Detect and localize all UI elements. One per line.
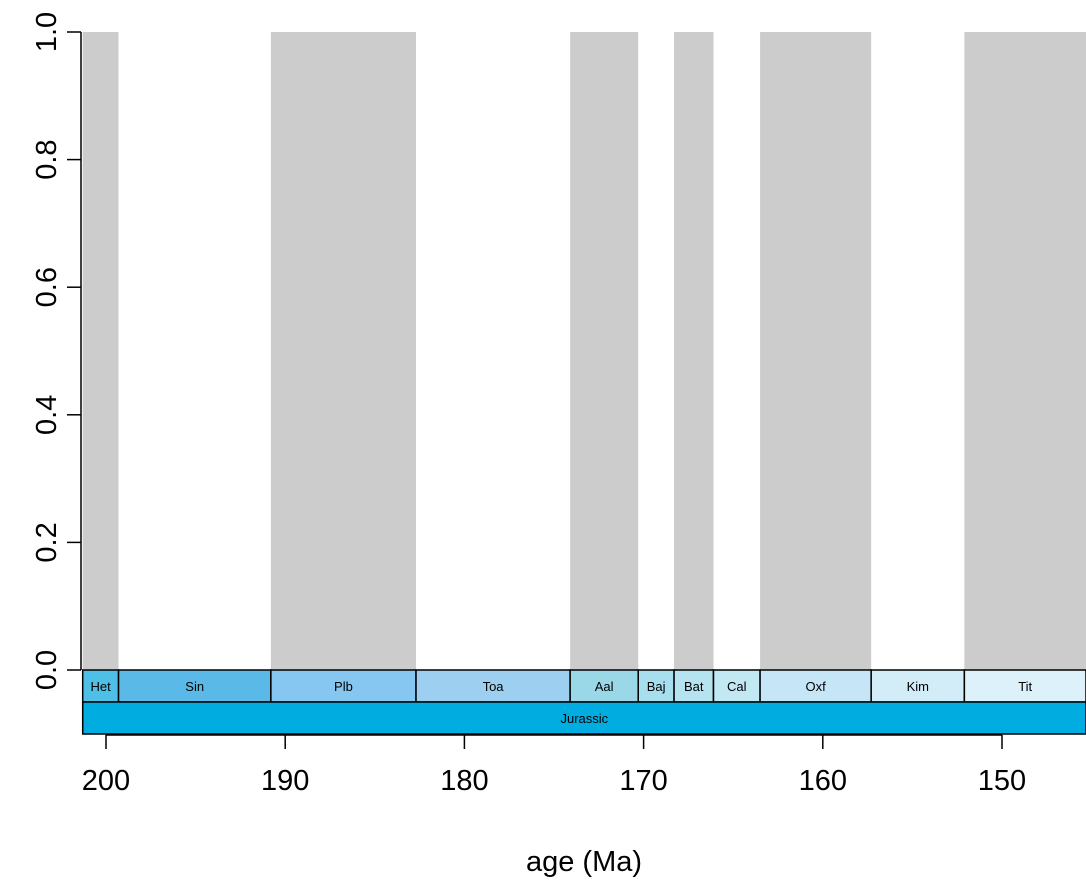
stage-label-plb: Plb <box>334 679 353 694</box>
period-label-jurassic: Jurassic <box>561 711 609 726</box>
x-tick-label-190: 190 <box>261 765 309 797</box>
shaded-interval-aal <box>570 32 639 670</box>
shaded-interval-plb <box>270 32 417 670</box>
stage-box-kim <box>870 669 966 703</box>
y-tick-label-1: 0.2 <box>31 522 63 562</box>
stage-label-toa: Toa <box>483 679 505 694</box>
x-tick-label-200: 200 <box>82 765 130 797</box>
stage-label-baj: Baj <box>647 679 666 694</box>
y-tick-label-4: 0.8 <box>31 139 63 179</box>
stage-label-sin: Sin <box>185 679 204 694</box>
period-bar: Jurassic <box>81 701 1086 735</box>
stage-box-cal <box>712 669 761 703</box>
x-tick-label-160: 160 <box>799 765 847 797</box>
period-box-jurassic <box>81 701 1086 735</box>
shaded-interval-het <box>82 32 119 670</box>
stage-label-het: Het <box>91 679 112 694</box>
stage-label-kim: Kim <box>907 679 929 694</box>
stage-label-tit: Tit <box>1018 679 1032 694</box>
shaded-interval-oxf <box>760 32 872 670</box>
x-tick-label-150: 150 <box>978 765 1026 797</box>
stage-label-aal: Aal <box>595 679 614 694</box>
x-axis-title: age (Ma) <box>526 846 642 878</box>
stage-box-sin <box>117 669 272 703</box>
y-tick-label-0: 0.0 <box>31 650 63 690</box>
stage-label-bat: Bat <box>684 679 704 694</box>
y-tick-label-2: 0.4 <box>31 395 63 435</box>
y-tick-label-5: 1.0 <box>31 12 63 52</box>
stage-label-cal: Cal <box>727 679 747 694</box>
shaded-interval-tit <box>964 32 1086 670</box>
shaded-intervals <box>82 32 1086 670</box>
shaded-interval-bat <box>674 32 714 670</box>
y-tick-label-3: 0.6 <box>31 267 63 307</box>
stage-label-oxf: Oxf <box>806 679 827 694</box>
stage-bar: Het Sin Plb Toa Aal Baj Bat Cal Oxf Kim Tit <box>81 669 1086 703</box>
x-tick-label-170: 170 <box>619 765 667 797</box>
axes: 200 190 180 170 160 150 0.0 0.2 0.4 0.6 0.8 1.0 <box>31 12 1026 797</box>
x-tick-label-180: 180 <box>440 765 488 797</box>
